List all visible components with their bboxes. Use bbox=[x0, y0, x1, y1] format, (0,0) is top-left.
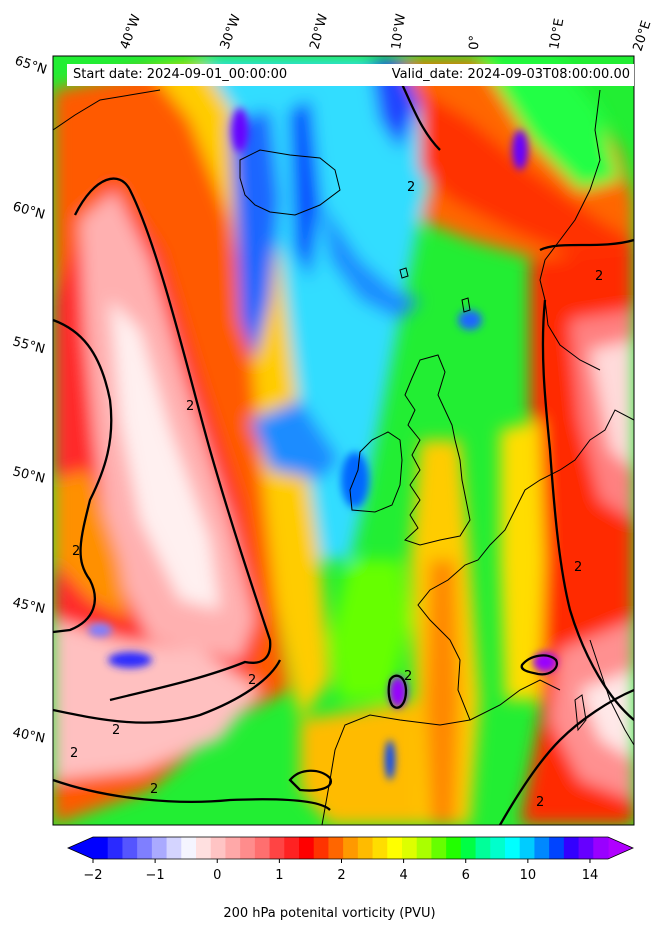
colorbar-cell bbox=[416, 837, 433, 859]
colorbar-tick-label: −2 bbox=[83, 868, 102, 883]
continental-coast bbox=[321, 409, 634, 825]
contour-label: 2 bbox=[404, 669, 412, 684]
colorbar-cell bbox=[284, 837, 300, 859]
contour-label: 2 bbox=[595, 269, 603, 284]
colorbar-ticks: −2 −1 0 1 2 4 6 10 14 bbox=[83, 859, 598, 883]
map-area: 2 2 2 2 2 2 2 2 2 2 2 bbox=[53, 56, 634, 825]
colorbar-over-arrow bbox=[608, 837, 633, 859]
lat-label-65n: 65°N bbox=[13, 54, 49, 78]
contour-labels: 2 2 2 2 2 2 2 2 2 2 2 bbox=[70, 180, 603, 810]
colorbar: −2 −1 0 1 2 4 6 10 14 bbox=[67, 836, 634, 883]
colorbar-cell bbox=[490, 837, 506, 859]
valid-date: Valid_date: 2024-09-03T08:00:00.00 bbox=[391, 67, 630, 82]
colorbar-cell bbox=[402, 837, 418, 859]
colorbar-cell bbox=[254, 837, 271, 859]
lon-label-20e: 20°E bbox=[631, 19, 655, 53]
colorbar-cell bbox=[269, 837, 285, 859]
contour-label: 2 bbox=[112, 723, 120, 738]
colorbar-cell bbox=[299, 837, 315, 859]
lat-label-45n: 45°N bbox=[11, 595, 46, 617]
lon-label-10w: 10°W bbox=[389, 13, 409, 51]
lat-label-55n: 55°N bbox=[11, 334, 47, 357]
colorbar-cell bbox=[328, 837, 344, 859]
colorbar-tick-label: −1 bbox=[146, 868, 165, 883]
pv-field-details bbox=[88, 108, 557, 780]
colorbar-cell bbox=[505, 837, 521, 859]
contour-label: 2 bbox=[150, 782, 158, 797]
longitude-labels: 40°W 30°W 20°W 10°W 0° 10°E 20°E bbox=[118, 12, 655, 53]
colorbar-cell bbox=[122, 837, 138, 859]
colorbar-tick-label: 1 bbox=[275, 868, 283, 883]
colorbar-tick-label: 0 bbox=[213, 868, 221, 883]
colorbar-cell bbox=[196, 837, 212, 859]
colorbar-cell bbox=[387, 837, 403, 859]
lon-label-0: 0° bbox=[467, 35, 483, 50]
contour-label: 2 bbox=[70, 746, 78, 761]
colorbar-cell bbox=[578, 837, 594, 859]
colorbar-cell bbox=[225, 837, 241, 859]
colorbar-cell bbox=[460, 837, 477, 859]
lon-label-20w: 20°W bbox=[307, 12, 331, 51]
colorbar-tick-label: 4 bbox=[399, 868, 407, 883]
great-britain-coast bbox=[404, 354, 471, 546]
colorbar-cell bbox=[240, 837, 256, 859]
colorbar-title: 200 hPa potenital vorticity (PVU) bbox=[223, 906, 436, 921]
colorbar-cell bbox=[431, 837, 447, 859]
colorbar-tick-label: 6 bbox=[462, 868, 470, 883]
lat-label-40n: 40°N bbox=[11, 725, 46, 746]
colorbar-cell bbox=[210, 837, 227, 859]
latitude-labels: 65°N 60°N 55°N 50°N 45°N 40°N bbox=[11, 54, 49, 747]
lon-label-40w: 40°W bbox=[118, 12, 144, 51]
colorbar-cell bbox=[372, 837, 388, 859]
colorbar-cell bbox=[593, 837, 609, 859]
colorbar-cell bbox=[519, 837, 536, 859]
contour-label: 2 bbox=[407, 180, 415, 195]
contour-label: 2 bbox=[536, 795, 544, 810]
colorbar-cell bbox=[137, 837, 153, 859]
lon-label-10e: 10°E bbox=[547, 17, 567, 50]
colorbar-cells bbox=[93, 837, 609, 859]
contour-label: 2 bbox=[574, 560, 582, 575]
pv-field-shading bbox=[53, 60, 634, 825]
colorbar-cell bbox=[357, 837, 374, 859]
colorbar-cell bbox=[151, 837, 168, 859]
colorbar-cell bbox=[107, 837, 124, 859]
colorbar-under-arrow bbox=[68, 837, 93, 859]
map-frame bbox=[52, 55, 635, 826]
lat-label-50n: 50°N bbox=[11, 464, 46, 486]
colorbar-cell bbox=[534, 837, 550, 859]
contour-label: 2 bbox=[248, 673, 256, 688]
colorbar-cell bbox=[181, 837, 197, 859]
pv-2-contours bbox=[53, 79, 634, 825]
date-info-box: Start date: 2024-09-01_00:00:00 Valid_da… bbox=[67, 64, 634, 86]
colorbar-tick-label: 10 bbox=[520, 868, 537, 883]
colorbar-cell bbox=[166, 837, 182, 859]
colorbar-cell bbox=[549, 837, 565, 859]
start-date: Start date: 2024-09-01_00:00:00 bbox=[73, 67, 288, 82]
colorbar-cell bbox=[93, 837, 109, 859]
contour-label: 2 bbox=[72, 544, 80, 559]
colorbar-cell bbox=[563, 837, 580, 859]
colorbar-cell bbox=[446, 837, 462, 859]
norway-coast bbox=[539, 89, 601, 371]
colorbar-cell bbox=[343, 837, 359, 859]
lat-label-60n: 60°N bbox=[11, 199, 47, 222]
contour-label: 2 bbox=[186, 399, 194, 414]
colorbar-tick-label: 2 bbox=[337, 868, 345, 883]
coastlines bbox=[53, 89, 634, 825]
colorbar-cell bbox=[475, 837, 491, 859]
lon-label-30w: 30°W bbox=[218, 12, 244, 51]
colorbar-cell bbox=[313, 837, 330, 859]
iceland-coast bbox=[239, 149, 341, 216]
ireland-coast bbox=[349, 431, 403, 513]
colorbar-tick-label: 14 bbox=[582, 868, 599, 883]
